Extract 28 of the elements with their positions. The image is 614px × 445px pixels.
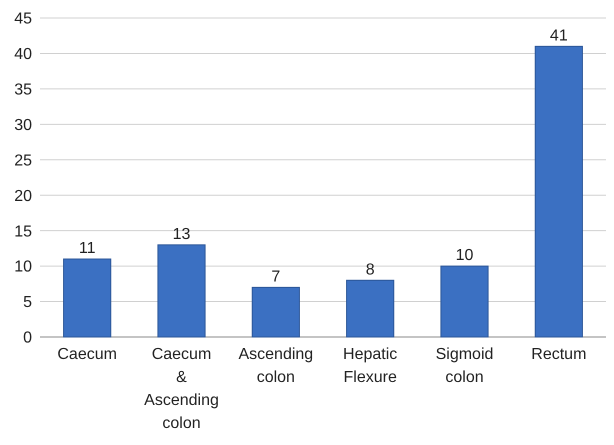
bar xyxy=(440,266,489,338)
y-tick-label: 45 xyxy=(14,10,32,28)
bar xyxy=(157,244,206,338)
data-label: 11 xyxy=(78,240,96,258)
bar xyxy=(63,258,112,338)
data-label: 7 xyxy=(271,268,280,286)
y-tick-label: 0 xyxy=(23,330,32,347)
bar xyxy=(252,286,300,338)
y-tick-label: 10 xyxy=(14,258,32,276)
x-tick-label: Caecum xyxy=(57,346,117,363)
bar xyxy=(346,280,394,338)
data-label: 13 xyxy=(172,226,190,243)
data-label: 10 xyxy=(456,247,474,264)
x-tick-label: Caecum & Ascending colon xyxy=(144,346,219,432)
y-tick-label: 25 xyxy=(14,152,32,170)
x-tick-label: Sigmoid colon xyxy=(436,346,494,386)
x-tick-label: Ascending colon xyxy=(238,346,314,386)
data-label: 8 xyxy=(366,261,375,278)
y-tick-label: 35 xyxy=(14,81,32,98)
y-tick-label: 40 xyxy=(14,46,32,64)
y-tick-label: 20 xyxy=(14,188,32,205)
x-tick-label: Hepatic Flexure xyxy=(343,346,398,386)
data-label: 41 xyxy=(550,27,568,44)
y-tick-label: 5 xyxy=(23,294,32,312)
y-tick-label: 30 xyxy=(14,116,32,134)
y-tick-label: 15 xyxy=(14,223,32,240)
x-tick-label: Rectum xyxy=(531,346,586,363)
bar xyxy=(534,46,583,338)
